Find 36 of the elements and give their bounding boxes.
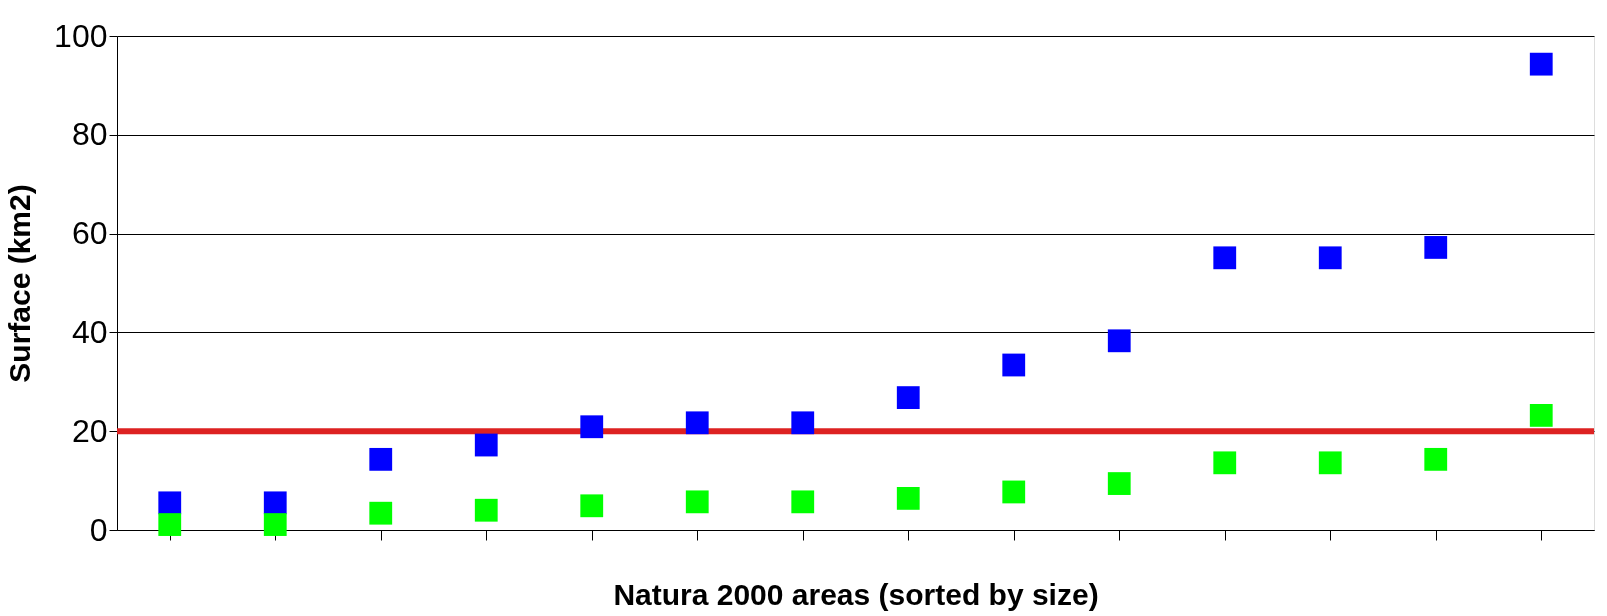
point xyxy=(1107,472,1131,495)
point xyxy=(1424,447,1448,471)
point xyxy=(580,494,604,518)
y-tick-label: 20 xyxy=(71,412,108,449)
point xyxy=(791,411,815,435)
y-tick-label: 60 xyxy=(71,215,108,252)
y-tick-label: 80 xyxy=(71,116,108,153)
point xyxy=(1213,451,1237,475)
point xyxy=(1107,329,1131,353)
y-axis-title: Surface (km2) xyxy=(3,184,37,383)
point xyxy=(1529,52,1553,76)
point xyxy=(1318,246,1342,270)
point xyxy=(474,433,498,457)
point xyxy=(896,486,920,510)
point xyxy=(1002,480,1026,504)
point xyxy=(263,491,287,515)
point xyxy=(1213,246,1237,270)
point xyxy=(263,513,287,536)
point xyxy=(158,513,182,536)
point xyxy=(685,411,709,435)
y-tick-label: 100 xyxy=(54,17,108,54)
y-tick-label: 0 xyxy=(89,511,108,548)
point xyxy=(1318,451,1342,475)
point xyxy=(1424,236,1448,259)
point xyxy=(1529,403,1553,427)
point xyxy=(1002,353,1026,377)
x-axis-title: Natura 2000 areas (sorted by size) xyxy=(613,578,1099,611)
point xyxy=(896,386,920,410)
point xyxy=(685,490,709,514)
point xyxy=(369,501,393,525)
point xyxy=(158,491,182,515)
y-tick-label: 40 xyxy=(71,313,108,350)
point xyxy=(791,490,815,514)
point xyxy=(580,415,604,439)
point xyxy=(369,447,393,471)
point xyxy=(474,498,498,522)
